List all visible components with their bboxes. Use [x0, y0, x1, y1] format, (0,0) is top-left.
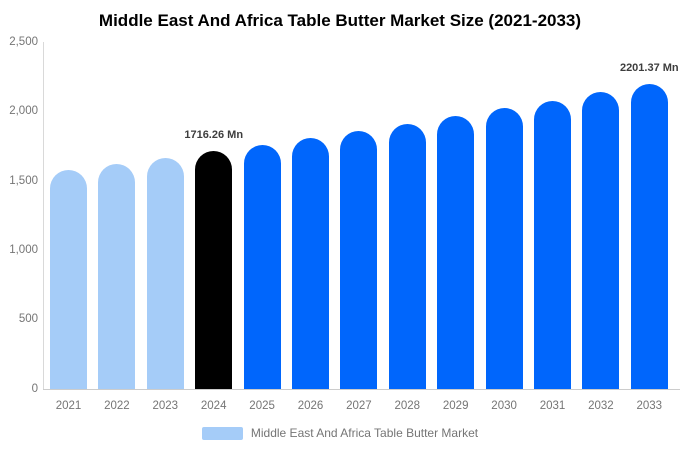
legend[interactable]: Middle East And Africa Table Butter Mark… — [0, 426, 680, 440]
bar-2033[interactable] — [630, 83, 668, 389]
y-axis-tick-label: 1,500 — [9, 174, 38, 187]
bar-2025[interactable] — [243, 144, 281, 389]
bar-2022[interactable] — [98, 163, 136, 389]
x-axis-tick-label: 2021 — [55, 400, 82, 412]
bar-2023[interactable] — [146, 157, 184, 389]
x-axis-tick-label: 2024 — [200, 400, 227, 412]
x-axis-tick-label: 2022 — [104, 400, 130, 412]
chart-title: Middle East And Africa Table Butter Mark… — [98, 11, 582, 30]
bar-2030[interactable] — [485, 108, 523, 389]
x-axis-tick-label: 2027 — [346, 400, 372, 412]
y-axis-tick-label: 500 — [18, 313, 38, 326]
bar-annotation: 1716.26 Mn — [184, 129, 244, 142]
legend-label: Middle East And Africa Table Butter Mark… — [250, 426, 479, 440]
x-axis-tick-label: 2025 — [249, 400, 275, 412]
bar-2024[interactable] — [195, 151, 233, 389]
y-axis-tick-label: 1,000 — [9, 243, 38, 256]
legend-swatch — [201, 426, 243, 440]
y-axis-tick-label: 0 — [31, 382, 38, 395]
x-axis-tick-label: 2033 — [636, 400, 663, 412]
bar-2027[interactable] — [340, 130, 378, 389]
x-axis-tick-label: 2028 — [394, 400, 421, 412]
bar-2029[interactable] — [437, 116, 475, 389]
x-axis-tick-label: 2031 — [539, 400, 566, 412]
bar-annotation: 2201.37 Mn — [619, 61, 679, 74]
y-axis-line — [43, 42, 44, 389]
bar-2032[interactable] — [582, 92, 620, 389]
bar-2021[interactable] — [50, 170, 87, 389]
x-axis-tick-label: 2023 — [152, 400, 179, 412]
x-axis-tick-label: 2029 — [442, 400, 469, 412]
x-axis-line — [43, 389, 680, 390]
x-axis-tick-label: 2030 — [491, 400, 517, 412]
x-axis-tick-label: 2032 — [588, 400, 614, 412]
y-axis-tick-label: 2,000 — [9, 105, 38, 118]
y-axis-tick-label: 2,500 — [9, 36, 38, 49]
bar-2031[interactable] — [534, 100, 571, 389]
bar-2028[interactable] — [388, 123, 426, 389]
x-axis-tick-label: 2026 — [297, 400, 324, 412]
bar-2026[interactable] — [292, 137, 329, 389]
